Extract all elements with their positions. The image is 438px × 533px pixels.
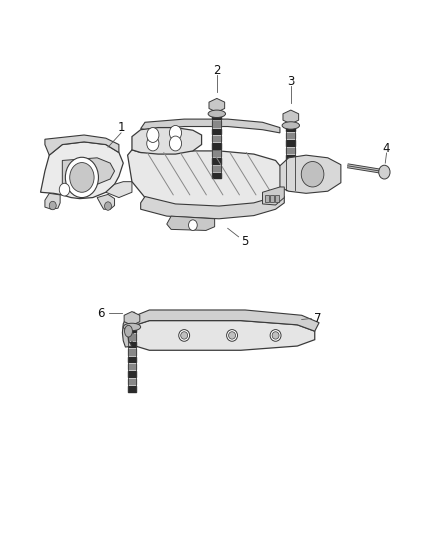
Polygon shape xyxy=(132,127,201,154)
Circle shape xyxy=(188,220,197,230)
Text: 7: 7 xyxy=(314,312,322,325)
Text: 4: 4 xyxy=(383,142,390,155)
FancyBboxPatch shape xyxy=(270,196,274,202)
Polygon shape xyxy=(280,155,341,193)
Ellipse shape xyxy=(123,323,141,330)
Polygon shape xyxy=(62,158,115,184)
Circle shape xyxy=(147,136,159,151)
Polygon shape xyxy=(141,197,284,219)
Circle shape xyxy=(170,136,182,151)
Polygon shape xyxy=(167,216,215,230)
Polygon shape xyxy=(283,110,299,124)
Polygon shape xyxy=(262,187,284,205)
Text: 6: 6 xyxy=(97,306,104,320)
Polygon shape xyxy=(124,312,140,325)
Circle shape xyxy=(65,157,99,198)
Ellipse shape xyxy=(229,332,236,339)
Ellipse shape xyxy=(179,329,190,341)
Polygon shape xyxy=(97,195,115,209)
Polygon shape xyxy=(41,142,123,199)
Polygon shape xyxy=(141,119,280,133)
Ellipse shape xyxy=(208,110,226,117)
Circle shape xyxy=(70,163,94,192)
Polygon shape xyxy=(209,99,225,112)
FancyBboxPatch shape xyxy=(265,196,268,202)
Polygon shape xyxy=(45,193,60,209)
Polygon shape xyxy=(136,310,319,331)
Circle shape xyxy=(147,127,159,142)
Ellipse shape xyxy=(272,332,279,339)
Circle shape xyxy=(105,202,112,211)
Polygon shape xyxy=(132,320,315,350)
Text: 3: 3 xyxy=(287,76,294,88)
Circle shape xyxy=(49,201,56,210)
Polygon shape xyxy=(45,135,119,155)
Ellipse shape xyxy=(301,161,324,187)
Ellipse shape xyxy=(124,325,132,337)
FancyBboxPatch shape xyxy=(275,196,279,202)
Ellipse shape xyxy=(226,329,237,341)
Text: 5: 5 xyxy=(241,235,249,247)
Ellipse shape xyxy=(270,329,281,341)
Ellipse shape xyxy=(282,122,300,129)
Ellipse shape xyxy=(181,332,187,339)
Circle shape xyxy=(379,165,390,179)
Polygon shape xyxy=(127,150,284,209)
Text: 1: 1 xyxy=(117,121,125,134)
Polygon shape xyxy=(106,182,132,198)
Polygon shape xyxy=(122,312,136,347)
Circle shape xyxy=(170,125,182,140)
Text: 2: 2 xyxy=(213,64,221,77)
Circle shape xyxy=(59,183,70,196)
